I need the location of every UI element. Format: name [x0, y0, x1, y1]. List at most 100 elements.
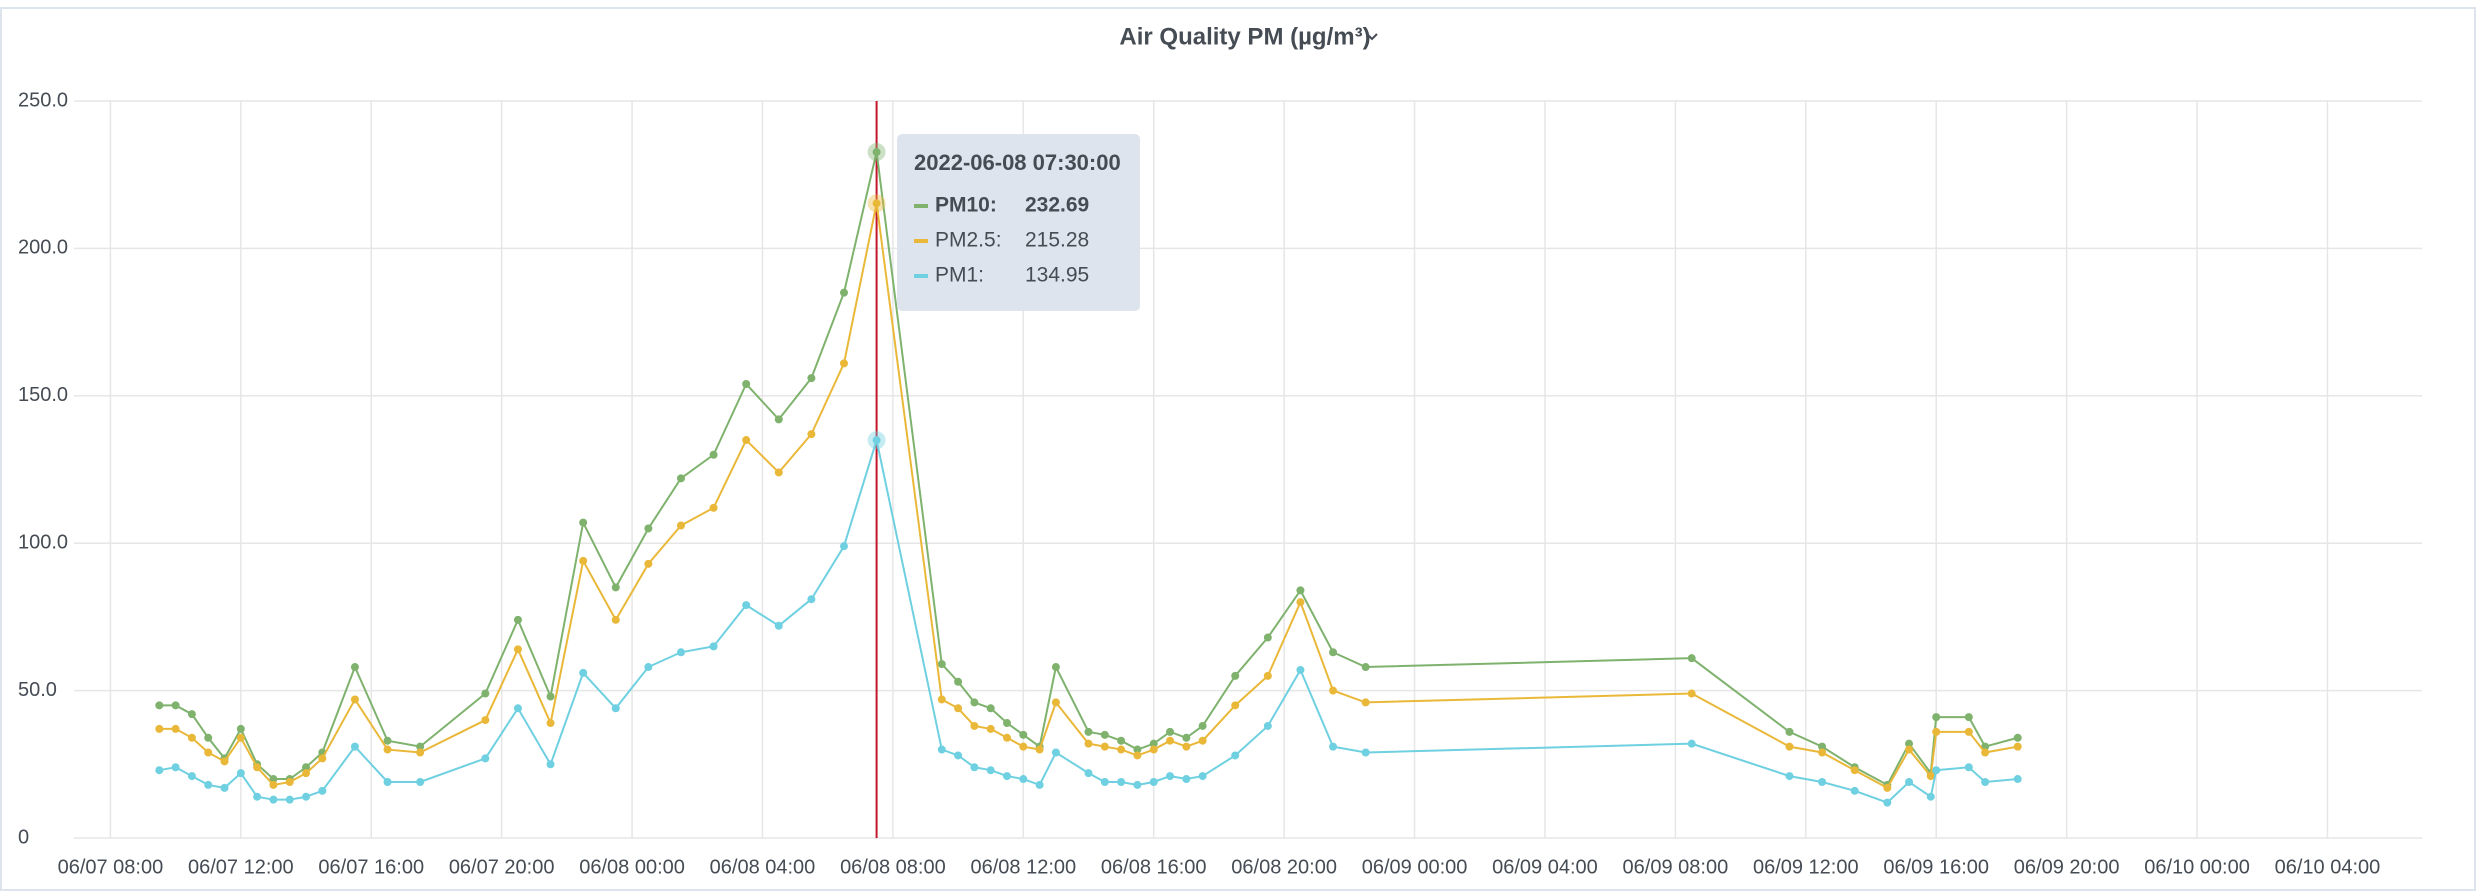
data-point	[839, 288, 848, 297]
data-point	[1981, 748, 1990, 757]
x-tick-label: 06/09 00:00	[1362, 856, 1468, 878]
data-point	[1182, 733, 1191, 742]
data-point	[416, 742, 425, 751]
x-tick-label: 06/07 12:00	[188, 856, 294, 878]
data-point	[171, 763, 180, 772]
data-point	[1905, 777, 1914, 786]
data-point	[269, 795, 278, 804]
data-point	[839, 542, 848, 551]
data-point	[253, 763, 262, 772]
y-tick-label: 100.0	[18, 531, 68, 553]
data-point	[302, 763, 311, 772]
data-point	[1035, 745, 1044, 754]
data-point	[1084, 769, 1093, 778]
data-point	[1003, 733, 1012, 742]
title-chevron[interactable]	[1366, 33, 1378, 41]
x-tick-label: 06/10 04:00	[2275, 856, 2381, 878]
data-point	[1166, 727, 1175, 736]
data-point	[546, 760, 555, 769]
tooltip-value: 232.69	[1025, 194, 1089, 217]
data-point	[954, 677, 963, 686]
data-point	[1263, 721, 1272, 730]
tooltip-label: PM10:	[935, 194, 997, 217]
data-point	[1296, 586, 1305, 595]
data-point	[1133, 745, 1142, 754]
data-point	[1149, 745, 1158, 754]
data-point	[1263, 633, 1272, 642]
data-point	[954, 704, 963, 713]
data-point	[513, 704, 522, 713]
data-point	[1100, 742, 1109, 751]
data-point	[318, 754, 327, 763]
data-point	[2013, 775, 2022, 784]
data-point	[1035, 780, 1044, 789]
data-point	[1003, 719, 1012, 728]
data-point	[1932, 766, 1941, 775]
data-point	[807, 374, 816, 383]
data-point	[742, 601, 751, 610]
y-tick-label: 50.0	[18, 679, 57, 701]
y-tick-label: 150.0	[18, 384, 68, 406]
data-point	[253, 792, 262, 801]
data-point	[1818, 777, 1827, 786]
tooltip-label: PM2.5:	[935, 229, 1002, 252]
data-point	[872, 148, 881, 157]
data-point	[742, 380, 751, 389]
data-point	[1019, 775, 1028, 784]
x-tick-label: 06/09 12:00	[1753, 856, 1859, 878]
data-point	[318, 786, 327, 795]
data-point	[204, 780, 213, 789]
data-point	[1117, 736, 1126, 745]
tooltip-box	[897, 134, 1140, 311]
data-point	[546, 719, 555, 728]
data-point	[1687, 689, 1696, 698]
data-point	[1084, 727, 1093, 736]
data-point	[1019, 742, 1028, 751]
data-point	[1818, 748, 1827, 757]
data-point	[774, 621, 783, 630]
data-point	[1100, 730, 1109, 739]
data-point	[1926, 792, 1935, 801]
data-point	[513, 615, 522, 624]
data-point	[1051, 663, 1060, 672]
tooltip-title: 2022-06-08 07:30:00	[914, 150, 1121, 175]
data-point	[579, 556, 588, 565]
data-point	[481, 754, 490, 763]
data-point	[1785, 772, 1794, 781]
data-point	[269, 775, 278, 784]
data-point	[872, 436, 881, 445]
data-point	[970, 721, 979, 730]
data-point	[285, 777, 294, 786]
data-point	[383, 736, 392, 745]
data-point	[1905, 739, 1914, 748]
data-point	[1964, 727, 1973, 736]
data-point	[1133, 751, 1142, 760]
data-point	[236, 733, 245, 742]
data-point	[416, 748, 425, 757]
data-point	[155, 766, 164, 775]
data-point	[1883, 783, 1892, 792]
data-point	[1231, 671, 1240, 680]
data-point	[1182, 775, 1191, 784]
data-point	[970, 698, 979, 707]
data-point	[1932, 713, 1941, 722]
data-point	[644, 663, 653, 672]
data-point	[611, 615, 620, 624]
x-tick-label: 06/07 16:00	[318, 856, 424, 878]
data-point	[644, 524, 653, 533]
data-point	[986, 766, 995, 775]
data-point	[970, 763, 979, 772]
data-point	[236, 724, 245, 733]
data-point	[236, 769, 245, 778]
data-point	[709, 450, 718, 459]
data-point	[1166, 736, 1175, 745]
data-point	[986, 704, 995, 713]
data-point	[513, 645, 522, 654]
data-point	[1084, 739, 1093, 748]
tooltip-value: 215.28	[1025, 229, 1089, 252]
chart-title[interactable]: Air Quality PM (µg/m³)	[1119, 23, 1370, 50]
data-point	[709, 503, 718, 512]
data-point	[1329, 686, 1338, 695]
data-point	[676, 474, 685, 483]
